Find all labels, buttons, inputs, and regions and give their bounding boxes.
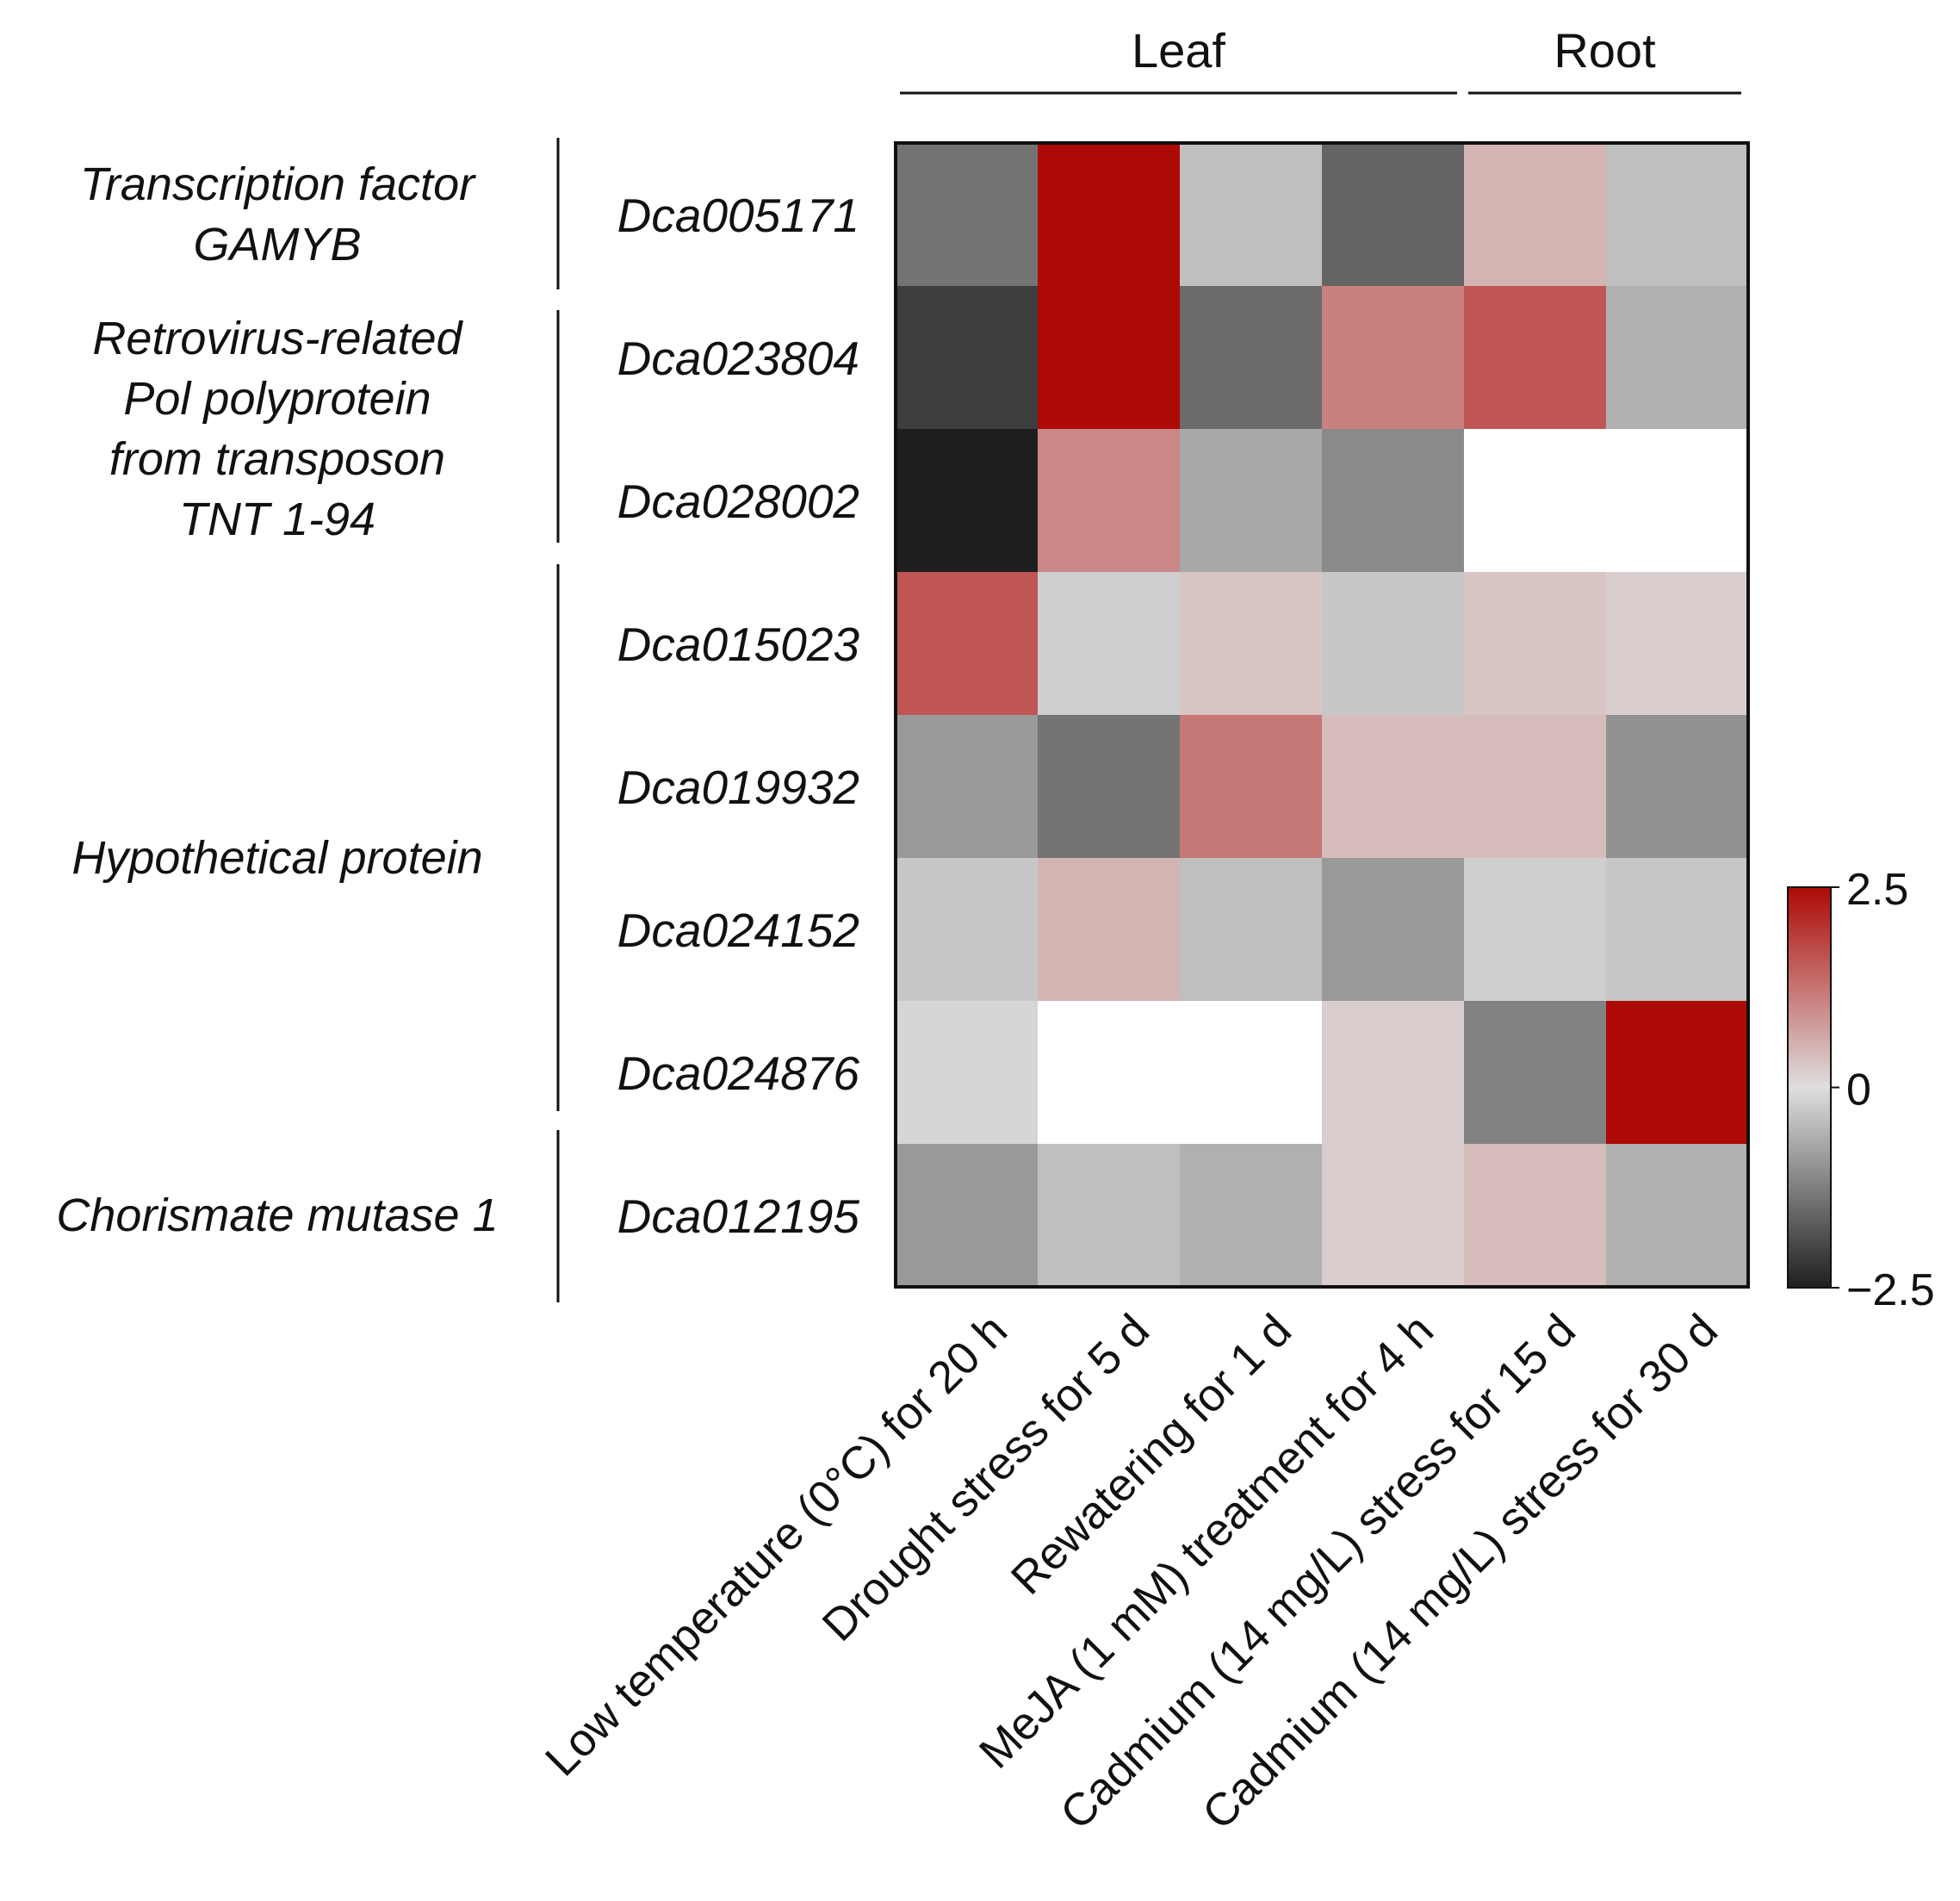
colorbar-tick-label: 0 <box>1846 1065 1871 1115</box>
heatmap-cell <box>1180 429 1323 573</box>
heatmap-cell <box>1464 1001 1607 1145</box>
row-label: Dca024876 <box>617 1047 860 1100</box>
heatmap-cell <box>1606 429 1749 573</box>
tissue-group-label: Root <box>1554 23 1656 78</box>
heatmap-cell <box>896 286 1039 430</box>
heatmap-cell <box>896 858 1039 1002</box>
heatmap-cell <box>1606 572 1749 716</box>
heatmap-cell <box>1464 143 1607 287</box>
colorbar-tick-label: 2.5 <box>1846 865 1908 915</box>
heatmap-cell <box>1464 286 1607 430</box>
column-label: Cadmium (14 mg/L) stress for 30 d <box>1193 1305 1727 1840</box>
heatmap-cell <box>1464 429 1607 573</box>
column-label: Rewatering for 1 d <box>1002 1305 1301 1605</box>
heatmap-cell <box>1038 429 1181 573</box>
gene-group-label: Chorismate mutase 1 <box>56 1190 498 1241</box>
heatmap-cell <box>1180 1001 1323 1145</box>
gene-group-label: TNT 1-94 <box>179 494 375 545</box>
heatmap-frame <box>894 141 1750 1289</box>
heatmap-cell <box>1464 858 1607 1002</box>
row-label: Dca012195 <box>617 1190 860 1243</box>
gene-group-label: GAMYB <box>193 219 361 270</box>
heatmap-cell <box>1606 858 1749 1002</box>
heatmap-cell <box>1606 715 1749 859</box>
heatmap-cell <box>1038 858 1181 1002</box>
heatmap-cell <box>1322 143 1465 287</box>
heatmap-cell <box>1038 143 1181 287</box>
heatmap-cell <box>1038 1144 1181 1288</box>
heatmap-cell <box>1038 1001 1181 1145</box>
gene-group-label: Transcription factor <box>80 158 476 210</box>
heatmap-cell <box>1606 1144 1749 1288</box>
heatmap-cell <box>1322 1144 1465 1288</box>
heatmap-cell <box>1180 286 1323 430</box>
heatmap-cell <box>1606 1001 1749 1145</box>
heatmap-cell <box>1038 572 1181 716</box>
row-label: Dca028002 <box>617 475 859 528</box>
heatmap-cell <box>1606 143 1749 287</box>
heatmap-cell <box>896 1144 1039 1288</box>
heatmap-cell <box>896 1001 1039 1145</box>
row-label: Dca005171 <box>617 189 859 242</box>
row-label: Dca023804 <box>617 332 859 385</box>
heatmap-cell <box>1322 1001 1465 1145</box>
gene-group-label: Retrovirus-related <box>92 313 463 364</box>
heatmap-cell <box>1322 858 1465 1002</box>
heatmap-cell <box>1464 1144 1607 1288</box>
heatmap-cell <box>896 715 1039 859</box>
column-label: Cadmium (14 mg/L) stress for 15 d <box>1051 1305 1585 1840</box>
heatmap-cell <box>1180 858 1323 1002</box>
heatmap-cell <box>1180 1144 1323 1288</box>
heatmap-cell <box>896 572 1039 716</box>
heatmap-cell <box>896 429 1039 573</box>
heatmap-cell <box>1322 286 1465 430</box>
gene-group-label: Hypothetical protein <box>71 832 482 884</box>
heatmap-cell <box>1038 286 1181 430</box>
heatmap-cell <box>1322 715 1465 859</box>
row-label: Dca024152 <box>617 904 859 957</box>
heatmap-cell <box>896 143 1039 287</box>
heatmap-cell <box>1322 429 1465 573</box>
heatmap-cell <box>1464 572 1607 716</box>
heatmap-cell <box>1180 715 1323 859</box>
heatmap-cell <box>1464 715 1607 859</box>
heatmap-cell <box>1180 143 1323 287</box>
tissue-group-label: Leaf <box>1132 23 1225 78</box>
row-label: Dca019932 <box>617 761 859 814</box>
colorbar-tick-label: −2.5 <box>1846 1265 1935 1315</box>
heatmap-cell <box>1180 572 1323 716</box>
heatmap-cell <box>1606 286 1749 430</box>
gene-group-label: Pol polyprotein <box>123 373 431 425</box>
heatmap-cell <box>1038 715 1181 859</box>
gene-group-label: from transposon <box>109 433 445 485</box>
row-label: Dca015023 <box>617 618 860 671</box>
colorbar <box>1787 886 1832 1289</box>
heatmap-cell <box>1322 572 1465 716</box>
